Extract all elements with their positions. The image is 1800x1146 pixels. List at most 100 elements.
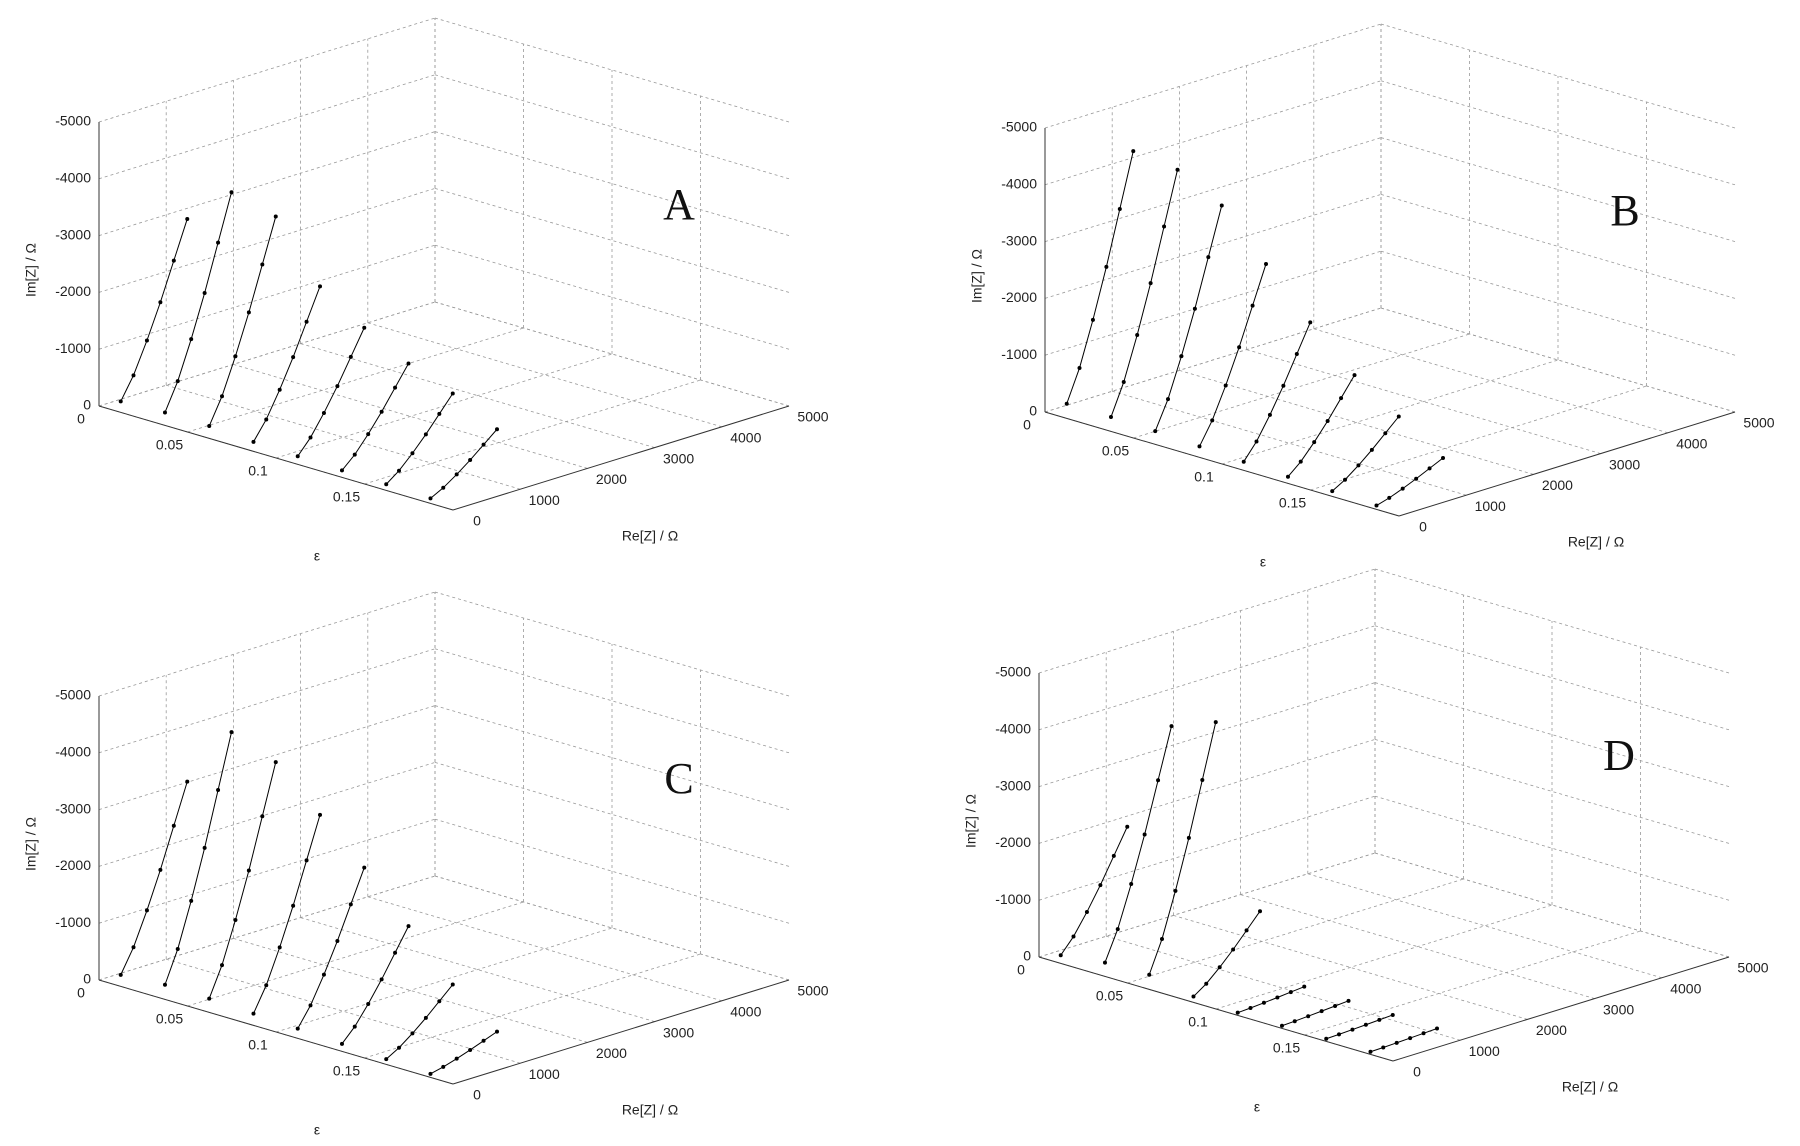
z-tick-label: 0 — [1023, 948, 1031, 964]
spectrum-point — [202, 290, 207, 295]
grid-line — [98, 875, 436, 981]
spectrum-line — [120, 781, 188, 976]
y-axis-label: Re[Z] / Ω — [1562, 1079, 1618, 1095]
grid-line — [300, 343, 655, 448]
grid-line — [1380, 23, 1736, 129]
spectrum-point — [1071, 934, 1076, 939]
spectrum-point — [1298, 459, 1303, 464]
grid-line — [1380, 307, 1736, 413]
spectrum-point — [397, 1045, 401, 1050]
spectrum-point — [220, 963, 224, 968]
spectrum-point — [233, 918, 238, 923]
spectrum-point — [437, 411, 442, 416]
grid-line — [187, 901, 524, 1007]
spectrum-point — [1244, 928, 1249, 933]
spectrum-point — [1058, 953, 1063, 958]
y-tick-label: 5000 — [1737, 960, 1768, 976]
panel-label: D — [1603, 731, 1635, 780]
grid-line — [364, 953, 701, 1059]
z-tick-label: 0 — [83, 397, 91, 413]
spectrum-point — [441, 1064, 446, 1069]
axis-line — [98, 979, 454, 1085]
spectrum-point — [352, 452, 357, 457]
spectrum-line — [164, 732, 232, 985]
spectrum-point — [384, 1057, 389, 1062]
spectrum-point — [1333, 1003, 1338, 1008]
panel-label: C — [664, 754, 693, 803]
spectrum-point — [1324, 1036, 1329, 1041]
x-axis-label: ε — [314, 548, 320, 564]
grid-line — [166, 958, 521, 1064]
grid-line — [364, 379, 701, 485]
y-tick-label: 1000 — [1469, 1043, 1500, 1059]
spectrum-line — [1243, 322, 1311, 462]
spectrum-point — [229, 730, 234, 735]
grid-line — [1374, 682, 1730, 787]
spectrum-point — [1352, 373, 1357, 378]
spectrum-point — [1210, 418, 1215, 423]
axis-line — [452, 979, 790, 1085]
spectrum-point — [384, 482, 389, 487]
spectrum-point — [1204, 981, 1209, 986]
spectrum-point — [251, 1011, 256, 1016]
spectrum-point — [1377, 1017, 1382, 1022]
y-tick-label: 5000 — [797, 983, 828, 999]
spectrum-point — [1288, 990, 1293, 995]
grid-line — [434, 818, 790, 924]
spectrum-point — [1441, 455, 1446, 460]
spectrum-line — [1331, 416, 1400, 492]
spectrum-point — [1427, 466, 1432, 471]
spectrum-point — [1219, 203, 1224, 208]
spectrum-point — [362, 325, 367, 330]
y-tick-label: 0 — [1419, 519, 1427, 535]
grid-line — [233, 938, 588, 1043]
grid-line — [367, 322, 722, 428]
spectrum-point — [131, 945, 136, 950]
z-tick-label: -4000 — [55, 744, 91, 760]
x-tick-label: 0.15 — [1273, 1040, 1300, 1056]
spectrum-point — [1346, 998, 1351, 1003]
spectrum-point — [1148, 281, 1153, 286]
spectrum-line — [1326, 1014, 1393, 1040]
spectrum-point — [291, 355, 296, 360]
spectrum-point — [1147, 972, 1152, 977]
grid-line — [1038, 682, 1376, 787]
grid-line — [275, 927, 613, 1033]
spectrum-line — [385, 393, 454, 485]
z-tick-label: -3000 — [55, 800, 91, 816]
spectrum-point — [450, 391, 455, 396]
x-tick-label: 0 — [77, 411, 85, 427]
z-tick-label: -5000 — [55, 687, 91, 703]
spectrum-point — [1292, 1019, 1297, 1024]
grid-line — [1044, 137, 1382, 242]
y-tick-label: 4000 — [1670, 981, 1701, 997]
spectrum-point — [277, 387, 282, 392]
panel: 0 -1000 -2000 -3000 -4000 -5000 0 0.05 0.1 0.15 0 1… — [23, 591, 829, 1138]
x-tick-label: 0.05 — [1102, 443, 1129, 459]
spectrum-point — [220, 394, 224, 399]
panel: 0 -1000 -2000 -3000 -4000 -5000 0 0.05 0.1 0.15 0 1… — [963, 568, 1769, 1115]
grid-line — [1038, 795, 1376, 901]
panel: 0 -1000 -2000 -3000 -4000 -5000 0 0.05 0.1 0.15 0 1… — [23, 17, 829, 564]
spectrum-point — [1156, 778, 1161, 783]
spectrum-point — [339, 468, 344, 473]
spectrum-point — [335, 938, 340, 943]
y-tick-label: 4000 — [730, 1004, 761, 1020]
spectrum-point — [441, 485, 446, 490]
spectrum-point — [1408, 1036, 1413, 1041]
spectrum-point — [1084, 909, 1089, 914]
spectrum-point — [229, 190, 234, 195]
grid-line — [1374, 625, 1730, 731]
spectrum-point — [118, 399, 123, 404]
y-tick-label: 4000 — [730, 430, 761, 446]
grid-line — [434, 648, 790, 754]
spectrum-point — [1396, 414, 1401, 419]
spectrum-point — [1115, 927, 1120, 932]
spectrum-line — [341, 363, 409, 471]
y-tick-label: 2000 — [1542, 477, 1573, 493]
spectrum-point — [1241, 459, 1246, 464]
spectrum-point — [393, 950, 398, 955]
spectrum-point — [481, 1038, 486, 1043]
spectrum-point — [175, 947, 180, 952]
spectrum-point — [304, 319, 309, 324]
